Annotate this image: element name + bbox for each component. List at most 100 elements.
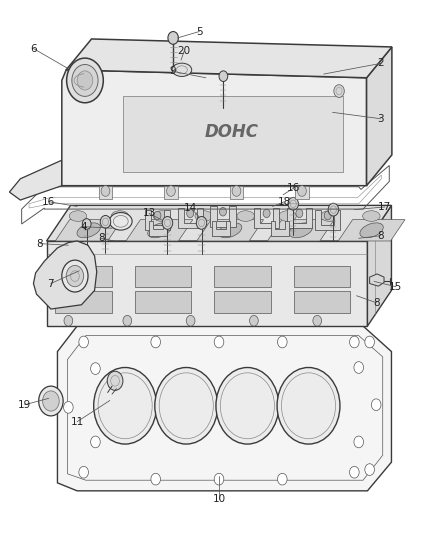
Ellipse shape [148, 223, 171, 238]
Text: 19: 19 [18, 400, 32, 410]
Polygon shape [46, 205, 392, 241]
Polygon shape [164, 185, 177, 199]
Circle shape [214, 336, 224, 348]
Ellipse shape [195, 211, 212, 221]
Polygon shape [66, 39, 392, 78]
Circle shape [365, 336, 374, 348]
Circle shape [166, 185, 175, 196]
Text: DOHC: DOHC [205, 123, 259, 141]
Circle shape [250, 316, 258, 326]
Circle shape [82, 219, 91, 229]
Circle shape [151, 473, 160, 485]
Circle shape [66, 265, 84, 287]
Ellipse shape [69, 211, 87, 221]
Polygon shape [367, 47, 392, 185]
Circle shape [186, 316, 195, 326]
Circle shape [64, 401, 73, 413]
Text: 17: 17 [378, 202, 392, 212]
Ellipse shape [321, 211, 338, 221]
Circle shape [371, 399, 381, 410]
Circle shape [278, 336, 287, 348]
Circle shape [365, 464, 374, 475]
Circle shape [297, 185, 306, 196]
Circle shape [94, 368, 156, 444]
Circle shape [288, 197, 298, 210]
Circle shape [91, 436, 100, 448]
Text: 16: 16 [42, 197, 55, 207]
Ellipse shape [153, 211, 170, 221]
Ellipse shape [111, 211, 129, 221]
Circle shape [107, 371, 123, 390]
Polygon shape [46, 241, 367, 326]
Circle shape [350, 466, 359, 478]
Text: 10: 10 [212, 494, 226, 504]
Text: 5: 5 [196, 27, 203, 37]
Polygon shape [55, 266, 112, 287]
Text: 8: 8 [98, 233, 104, 244]
Text: 2: 2 [377, 59, 384, 68]
Polygon shape [10, 160, 62, 200]
Ellipse shape [237, 211, 254, 221]
Polygon shape [135, 266, 191, 287]
Polygon shape [338, 220, 405, 241]
Circle shape [277, 368, 340, 444]
Circle shape [91, 363, 100, 374]
Text: 14: 14 [184, 203, 197, 213]
Circle shape [154, 211, 161, 220]
Circle shape [187, 209, 194, 217]
Circle shape [214, 473, 224, 485]
Polygon shape [272, 221, 289, 236]
Polygon shape [268, 220, 334, 241]
Circle shape [232, 185, 241, 196]
Polygon shape [197, 220, 264, 241]
Ellipse shape [279, 211, 296, 221]
Ellipse shape [110, 213, 132, 230]
Ellipse shape [360, 223, 383, 238]
Circle shape [42, 391, 59, 411]
Polygon shape [370, 274, 384, 286]
Polygon shape [210, 206, 236, 227]
Polygon shape [135, 292, 191, 313]
Ellipse shape [289, 223, 313, 238]
Circle shape [155, 368, 218, 444]
Ellipse shape [77, 223, 100, 238]
Polygon shape [295, 185, 308, 199]
Circle shape [219, 207, 226, 216]
Circle shape [77, 71, 93, 90]
Circle shape [79, 336, 88, 348]
Circle shape [64, 316, 73, 326]
Circle shape [296, 209, 303, 217]
Polygon shape [214, 266, 271, 287]
Polygon shape [62, 70, 367, 185]
Text: 8: 8 [37, 239, 43, 248]
Polygon shape [123, 96, 343, 172]
Ellipse shape [363, 211, 380, 221]
Polygon shape [177, 208, 203, 228]
Text: 4: 4 [80, 222, 87, 232]
Circle shape [196, 216, 207, 229]
Circle shape [62, 260, 88, 292]
Polygon shape [149, 221, 166, 236]
Circle shape [72, 64, 98, 96]
Polygon shape [230, 185, 243, 199]
Text: 8: 8 [377, 231, 384, 241]
Polygon shape [99, 185, 112, 199]
Ellipse shape [219, 223, 242, 238]
Circle shape [219, 71, 228, 82]
Circle shape [151, 336, 160, 348]
Polygon shape [55, 220, 122, 241]
Circle shape [354, 436, 364, 448]
Circle shape [324, 211, 331, 220]
Text: 13: 13 [142, 208, 156, 219]
Polygon shape [293, 266, 350, 287]
Text: 8: 8 [373, 297, 379, 308]
Polygon shape [315, 210, 340, 230]
Text: 11: 11 [71, 417, 84, 427]
Text: 18: 18 [278, 197, 291, 207]
Circle shape [79, 466, 88, 478]
Polygon shape [287, 208, 312, 228]
Polygon shape [57, 326, 392, 491]
Circle shape [263, 209, 270, 217]
Text: 15: 15 [389, 282, 403, 292]
Ellipse shape [172, 63, 192, 76]
